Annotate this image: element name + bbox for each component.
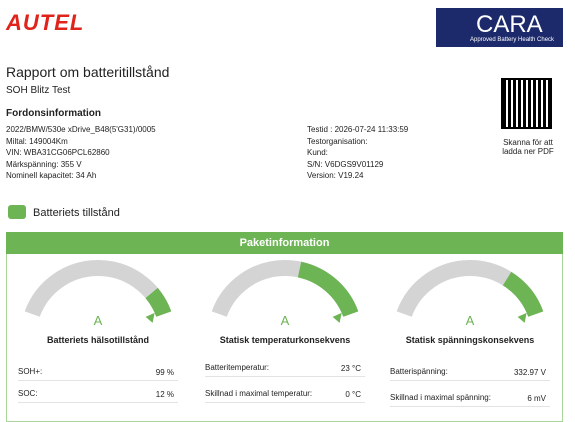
info-row: Batteritemperatur: 23 °C (205, 358, 365, 377)
row-label: Batterispänning: (390, 367, 448, 376)
row-label: SOH+: (18, 367, 43, 376)
battery-icon (8, 205, 26, 219)
row-value: 332.97 V (513, 368, 546, 377)
gauge-title: Statisk temperaturkonsekvens (220, 335, 351, 345)
test-info: S/N: V6DGS9V01129 (307, 159, 384, 169)
vehicle-info: Nominell kapacitet: 34 Ah (6, 171, 97, 180)
cara-badge: CARA Approved Battery Health Check (436, 8, 563, 47)
panel-title: Paketinformation (6, 232, 563, 254)
gauge-pointer (145, 312, 155, 323)
test-info: Testid : 2026-07-24 11:33:59 (307, 125, 409, 134)
gauge-fill (502, 271, 544, 318)
gauge-pointer (332, 312, 342, 323)
row-value: 99 % (155, 368, 174, 377)
vehicle-info: 2022/BMW/530e xDrive_B48(5'G31)/0005 (6, 125, 156, 134)
info-row: Skillnad i maximal temperatur: 0 °C (205, 378, 365, 403)
info-row: SOC: 12 % (18, 378, 178, 403)
test-info: Kund: (307, 148, 328, 157)
qr-caption: Skanna för att ladda ner PDF (502, 138, 554, 156)
row-label: Skillnad i maximal spänning: (390, 393, 491, 402)
gauge-title: Statisk spänningskonsekvens (406, 335, 535, 345)
test-info: Testorganisation: (307, 136, 368, 146)
gauge-title: Batteriets hälsotillstånd (47, 335, 149, 345)
row-value: 0 °C (345, 390, 361, 399)
test-info: Version: V19.24 (307, 171, 364, 180)
gauge-grade: A (94, 313, 103, 328)
gauge-pointer (517, 312, 527, 323)
row-value: 23 °C (340, 364, 361, 373)
row-label: Batteritemperatur: (205, 363, 270, 372)
gauge-grade: A (466, 313, 475, 328)
vehicle-info: VIN: WBA31CG06PCL62860 (6, 148, 110, 157)
gauges: A Batteriets hälsotillstånd A Statisk tempe… (24, 260, 544, 345)
report-subtitle: SOH Blitz Test (6, 85, 71, 96)
row-label: Skillnad i maximal temperatur: (205, 389, 313, 398)
gauge-fill (297, 261, 359, 318)
qr-code (501, 78, 552, 129)
gauge-grade: A (281, 313, 290, 328)
row-label: SOC: (18, 389, 38, 398)
info-row: Batterispänning: 332.97 V (390, 362, 550, 381)
vehicle-info: Miltal: 149004Km (6, 136, 68, 146)
gauge-fill (145, 287, 172, 318)
info-row: Skillnad i maximal spänning: 6 mV (390, 382, 550, 407)
vehicle-info: Märkspänning: 355 V (6, 159, 82, 169)
page: AUTEL CARA Approved Battery Health Check… (6, 8, 563, 422)
badge-title: CARA (476, 11, 543, 38)
brand-logo: AUTEL (6, 10, 85, 35)
vehicle-heading: Fordonsinformation (6, 108, 101, 119)
row-value: 12 % (155, 390, 174, 399)
report-title: Rapport om batteritillstånd (6, 64, 170, 80)
info-row: SOH+: 99 % (18, 362, 178, 381)
badge-subtitle: Approved Battery Health Check (470, 37, 555, 43)
section-title: Batteriets tillstånd (33, 207, 120, 219)
gauge-track (24, 260, 172, 318)
row-value: 6 mV (527, 394, 546, 403)
